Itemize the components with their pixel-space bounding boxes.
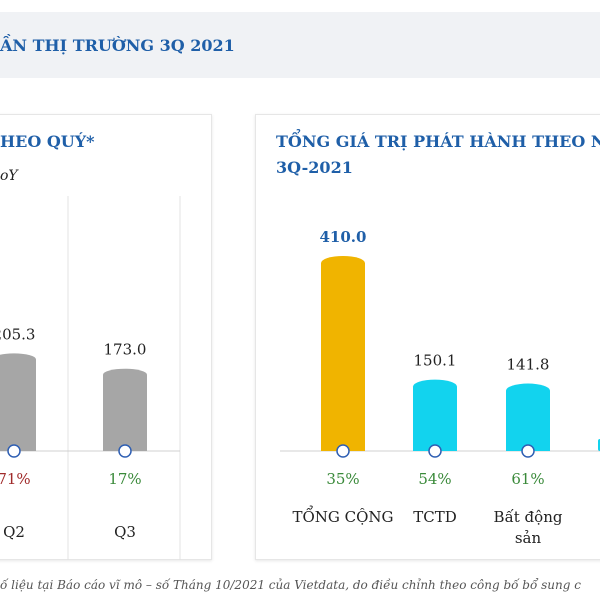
right-panel-title-line2: 3Q-2021: [276, 158, 353, 177]
right-panel: [255, 114, 600, 560]
page-title: ẦN THỊ TRƯỜNG 3Q 2021: [0, 36, 235, 55]
footnote: ố liệu tại Báo cáo vĩ mô – số Tháng 10/2…: [0, 578, 581, 592]
left-panel-title: HEO QUÝ*: [0, 132, 95, 151]
right-panel-title-line1: TỔNG GIÁ TRỊ PHÁT HÀNH THEO NG: [276, 132, 600, 151]
left-panel: [0, 114, 212, 560]
header-bar: [0, 12, 600, 78]
yoy-label: oY: [0, 168, 18, 184]
